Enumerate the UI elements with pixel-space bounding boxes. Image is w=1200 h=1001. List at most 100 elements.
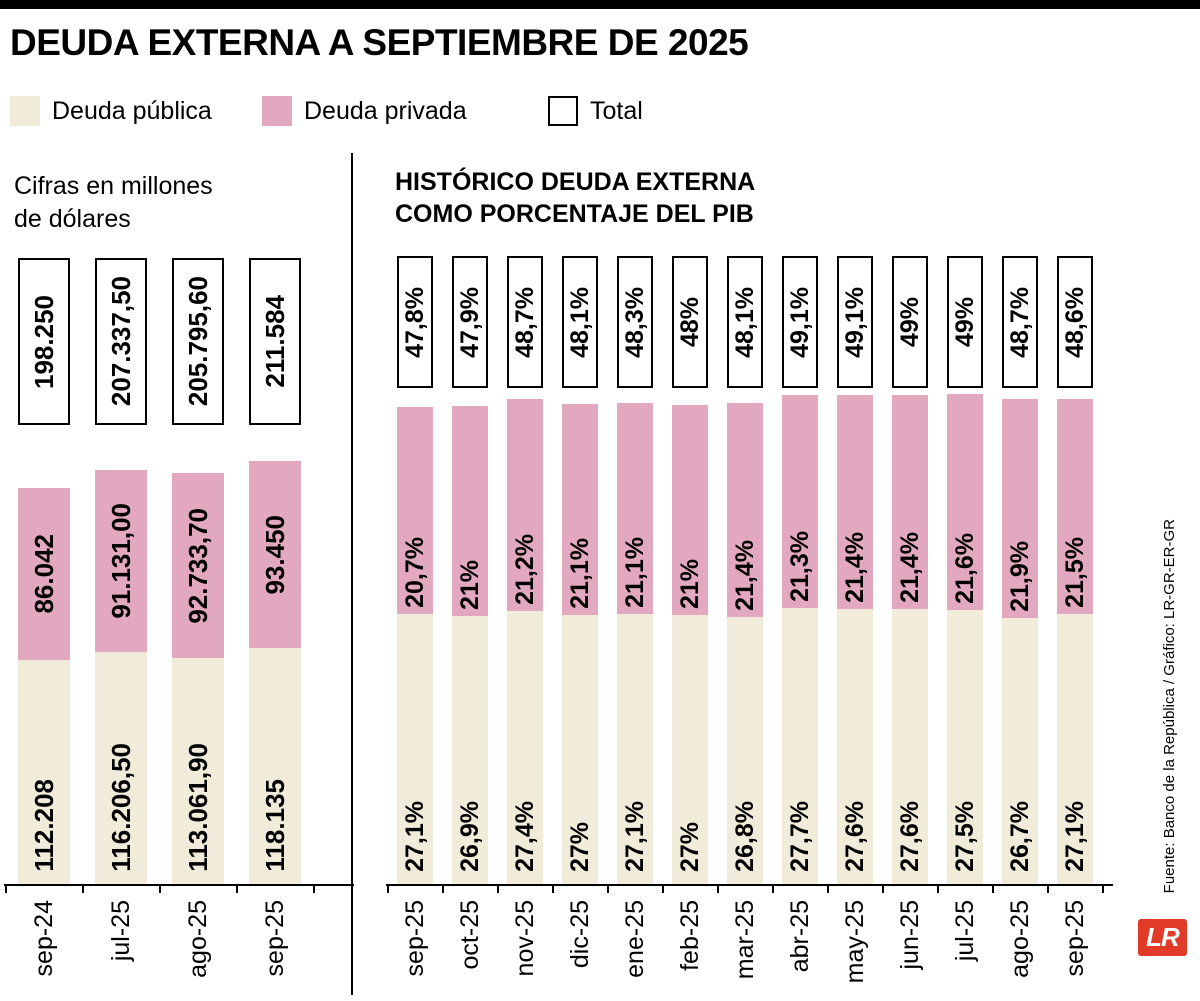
public-value-label: 26,9% — [455, 801, 484, 872]
private-value-label: 21,4% — [730, 540, 759, 611]
public-value-label: 27,4% — [510, 801, 539, 872]
total-value-label: 198.250 — [28, 294, 59, 389]
bar-group: 48,1% 21,4% 26,8% mar-25 — [727, 256, 763, 979]
total-value-box: 47,8% — [397, 256, 433, 388]
private-value-label: 92.733,70 — [182, 507, 213, 624]
axis-tick — [551, 884, 554, 893]
total-value-box: 48,1% — [727, 256, 763, 388]
category-label: jun-25 — [892, 900, 928, 970]
axis-tick — [991, 884, 994, 893]
category-label: ago-25 — [172, 900, 224, 978]
category-label-text: ago-25 — [183, 900, 212, 978]
total-value-box: 48,3% — [617, 256, 653, 388]
legend-label: Deuda privada — [304, 96, 467, 125]
bar-group: 48,1% 21,1% 27% dic-25 — [562, 256, 598, 968]
axis-tick — [881, 884, 884, 893]
category-label-text: ene-25 — [620, 900, 649, 978]
left-chart-title: Cifras en millones de dólares — [14, 170, 213, 236]
axis-tick — [661, 884, 664, 893]
category-label: ene-25 — [617, 900, 653, 978]
right-chart-title: HISTÓRICO DEUDA EXTERNA COMO PORCENTAJE … — [395, 166, 755, 230]
category-label: jul-25 — [95, 900, 147, 961]
stacked-bar: 21,6% 27,5% — [947, 394, 983, 885]
public-value-label: 27% — [675, 821, 704, 872]
total-value-label: 47,9% — [455, 286, 484, 358]
stacked-bar: 21,2% 27,4% — [507, 399, 543, 885]
private-value-label: 21,9% — [1005, 541, 1034, 612]
category-label: may-25 — [837, 900, 873, 983]
segment-public: 27,6% — [837, 609, 873, 885]
segment-private: 21,4% — [727, 403, 763, 617]
private-value-label: 21,5% — [1060, 537, 1089, 608]
category-label-text: dic-25 — [565, 900, 594, 969]
segment-public: 27,6% — [892, 609, 928, 885]
private-value-label: 21,2% — [510, 534, 539, 605]
axis-tick — [606, 884, 609, 893]
stacked-bar: 21% 27% — [672, 405, 708, 885]
category-label: sep-24 — [18, 900, 70, 976]
private-value-label: 93.450 — [259, 514, 290, 595]
axis-tick — [771, 884, 774, 893]
private-value-label: 21% — [455, 559, 484, 610]
category-label: oct-25 — [452, 900, 488, 969]
segment-public: 112.208 — [18, 660, 70, 885]
legend-swatch-public-icon — [10, 96, 40, 126]
legend-swatch-private-icon — [262, 96, 292, 126]
left-chart-title-line1: Cifras en millones — [14, 172, 213, 200]
total-value-label: 207.337,50 — [105, 276, 136, 407]
public-value-label: 27,5% — [950, 801, 979, 872]
legend: Deuda pública Deuda privada Total — [0, 96, 1200, 128]
axis-tick — [235, 884, 238, 893]
category-label-text: nov-25 — [510, 900, 539, 977]
bar-group: 207.337,50 91.131,00 116.206,50 jul-25 — [95, 258, 147, 961]
segment-private: 21,4% — [837, 395, 873, 609]
source-credit: Fuente: Banco de la República / Gráfico:… — [1161, 518, 1178, 893]
chart-debt-millions: 198.250 86.042 112.208 sep-24 207.337,50 91.1… — [3, 258, 354, 978]
total-value-box: 48,6% — [1057, 256, 1093, 388]
stacked-bar: 21,5% 27,1% — [1057, 399, 1093, 885]
left-chart-title-line2: de dólares — [14, 205, 131, 233]
bar-group: 49% 21,4% 27,6% jun-25 — [892, 256, 928, 970]
bar-group: 48,6% 21,5% 27,1% sep-25 — [1057, 256, 1093, 976]
public-value-label: 27,1% — [620, 801, 649, 872]
category-label-text: jul-25 — [106, 900, 135, 962]
total-value-label: 48,7% — [510, 286, 539, 358]
legend-item-private: Deuda privada — [262, 96, 467, 126]
category-label: sep-25 — [249, 900, 301, 976]
category-label: sep-25 — [397, 900, 433, 976]
segment-public: 113.061,90 — [172, 658, 224, 885]
total-value-label: 48,6% — [1060, 286, 1089, 358]
segment-private: 21,5% — [1057, 399, 1093, 614]
segment-public: 27,5% — [947, 610, 983, 885]
stacked-bar: 21,4% 27,6% — [892, 395, 928, 885]
category-label-text: sep-25 — [260, 900, 289, 977]
public-value-label: 26,8% — [730, 801, 759, 872]
category-label-text: feb-25 — [675, 900, 704, 971]
bar-group: 48,7% 21,9% 26,7% ago-25 — [1002, 256, 1038, 978]
segment-public: 27,4% — [507, 611, 543, 885]
stacked-bar: 21,9% 26,7% — [1002, 399, 1038, 885]
segment-private: 21,2% — [507, 399, 543, 611]
stacked-bar: 21,4% 26,8% — [727, 403, 763, 885]
legend-item-total: Total — [548, 96, 643, 126]
bar-group: 49,1% 21,4% 27,6% may-25 — [837, 256, 873, 983]
total-value-box: 207.337,50 — [95, 258, 147, 425]
axis-tick — [826, 884, 829, 893]
total-value-box: 48,7% — [1002, 256, 1038, 388]
stacked-bar: 21,1% 27% — [562, 404, 598, 885]
total-value-box: 205.795,60 — [172, 258, 224, 425]
total-value-label: 49,1% — [785, 286, 814, 358]
x-axis-line — [3, 884, 354, 893]
segment-private: 21,3% — [782, 395, 818, 608]
public-value-label: 26,7% — [1005, 801, 1034, 872]
bar-group: 211.584 93.450 118.135 sep-25 — [249, 258, 301, 976]
right-chart-title-line1: HISTÓRICO DEUDA EXTERNA — [395, 168, 756, 196]
segment-public: 27% — [562, 615, 598, 885]
legend-swatch-total-icon — [548, 96, 578, 126]
axis-tick — [441, 884, 444, 893]
category-label-text: sep-25 — [1060, 900, 1089, 977]
category-label: ago-25 — [1002, 900, 1038, 978]
segment-public: 27,1% — [397, 614, 433, 885]
category-label: sep-25 — [1057, 900, 1093, 976]
total-value-box: 198.250 — [18, 258, 70, 425]
